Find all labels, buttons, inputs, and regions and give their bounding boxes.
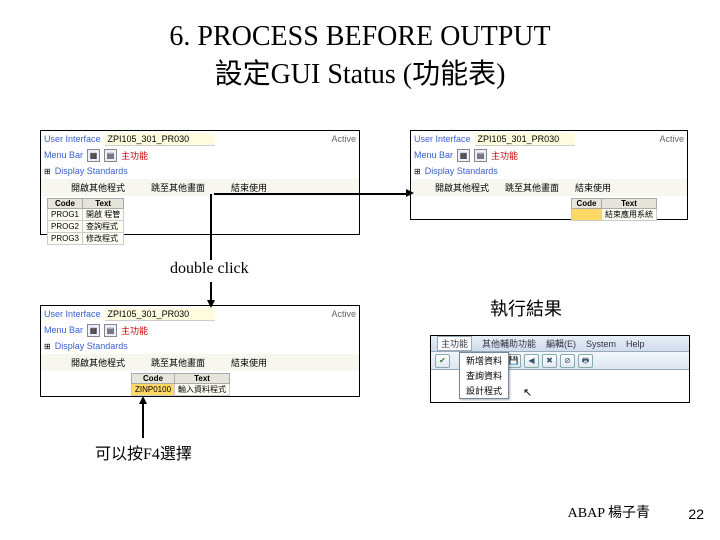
display-std: Display Standards [55,166,128,176]
tb-back-icon[interactable]: ◀ [524,354,539,368]
icon-expand-1[interactable]: ▦ [87,149,100,162]
ui-label: User Interface [414,134,471,144]
arrow-h-1 [214,193,408,195]
arrow-v-f4 [142,402,144,438]
menubar-red: 主功能 [121,149,148,162]
status-text: Active [331,134,356,144]
icon-expand-1[interactable]: ▦ [87,324,100,337]
table-row[interactable]: ZINP0100輸入資料程式 [132,384,230,396]
menu-aux[interactable]: 其他輔助功能 [482,337,536,350]
arrow-head-dc [207,300,215,308]
status-text: Active [659,134,684,144]
menu-help[interactable]: Help [626,339,645,349]
tb-exit-icon[interactable]: ✖ [542,354,557,368]
cursor-icon: ↖ [523,386,532,399]
dropdown-item[interactable]: 設計程式 [460,383,508,398]
tree-toggle[interactable]: ⊞ [414,167,421,176]
menu-item-1[interactable]: 開啟其他程式 [71,356,125,369]
tree-toggle[interactable]: ⊞ [44,342,51,351]
table-row[interactable]: PROG1開啟 程管 [48,209,124,221]
ui-value: ZPI105_301_PR030 [475,133,575,146]
menu-item-2[interactable]: 跳至其他畫面 [151,181,205,194]
menu-item-1[interactable]: 開啟其他程式 [435,181,489,194]
code-table-2: CodeText 結束應用系統 [571,198,657,221]
display-std: Display Standards [425,166,498,176]
arrow-v-dc-up [210,194,212,260]
menubar-red: 主功能 [491,149,518,162]
panel-result: 主功能 其他輔助功能 編輯(E) System Help ✔ 💾 ◀ ✖ ⊘ 🖶… [430,335,690,403]
ui-label: User Interface [44,309,101,319]
menu-main[interactable]: 主功能 [437,336,472,351]
menu-item-3[interactable]: 結束使用 [575,181,611,194]
th-code: Code [572,199,602,209]
table-row[interactable]: PROG2查詢程式 [48,221,124,233]
menubar-label: Menu Bar [44,325,83,335]
tb-check-icon[interactable]: ✔ [435,354,450,368]
code-table: CodeText PROG1開啟 程管 PROG2查詢程式 PROG3修改程式 [47,198,124,245]
footer-author: ABAP 楊子青 [568,502,650,522]
menu-item-2[interactable]: 跳至其他畫面 [151,356,205,369]
icon-expand-1[interactable]: ▦ [457,149,470,162]
th-code: Code [48,199,83,209]
th-text: Text [83,199,124,209]
menu-item-3[interactable]: 結束使用 [231,356,267,369]
icon-expand-2[interactable]: ▤ [104,149,117,162]
label-f4: 可以按F4選擇 [95,440,192,464]
th-code: Code [132,374,175,384]
menu-system[interactable]: System [586,339,616,349]
tb-cancel-icon[interactable]: ⊘ [560,354,575,368]
dropdown-menu: 新增資料 查詢資料 設計程式 [459,352,509,399]
arrow-head-1 [406,189,414,197]
ui-label: User Interface [44,134,101,144]
code-table-3: CodeText ZINP0100輸入資料程式 [131,373,230,396]
tree-toggle[interactable]: ⊞ [44,167,51,176]
dropdown-item[interactable]: 新增資料 [460,353,508,368]
slide-title: 6. PROCESS BEFORE OUTPUT 設定GUI Status (功… [0,0,720,94]
sap-menubar: 主功能 其他輔助功能 編輯(E) System Help [431,336,689,352]
display-std: Display Standards [55,341,128,351]
table-row[interactable]: PROG3修改程式 [48,233,124,245]
ui-value: ZPI105_301_PR030 [105,308,215,321]
page-number: 22 [688,506,704,522]
arrow-head-f4 [139,396,147,404]
table-row[interactable]: 結束應用系統 [572,209,657,221]
status-text: Active [331,309,356,319]
panel-top-left: User Interface ZPI105_301_PR030 Active M… [40,130,360,235]
title-line-2: 設定GUI Status (功能表) [215,59,506,90]
menu-item-2[interactable]: 跳至其他畫面 [505,181,559,194]
label-double-click: double click [170,260,249,278]
title-line-1: 6. PROCESS BEFORE OUTPUT [169,21,550,52]
tb-print-icon[interactable]: 🖶 [578,354,593,368]
menu-item-1[interactable]: 開啟其他程式 [71,181,125,194]
ui-value: ZPI105_301_PR030 [105,133,215,146]
th-text: Text [602,199,657,209]
icon-expand-2[interactable]: ▤ [474,149,487,162]
dropdown-item[interactable]: 查詢資料 [460,368,508,383]
icon-expand-2[interactable]: ▤ [104,324,117,337]
menubar-red: 主功能 [121,324,148,337]
th-text: Text [175,374,230,384]
menubar-label: Menu Bar [414,150,453,160]
panel-top-right: User Interface ZPI105_301_PR030 Active M… [410,130,688,220]
menubar-label: Menu Bar [44,150,83,160]
panel-bottom-left: User Interface ZPI105_301_PR030 Active M… [40,305,360,397]
label-exec-result: 執行結果 [490,295,562,321]
menu-edit[interactable]: 編輯(E) [546,337,576,350]
